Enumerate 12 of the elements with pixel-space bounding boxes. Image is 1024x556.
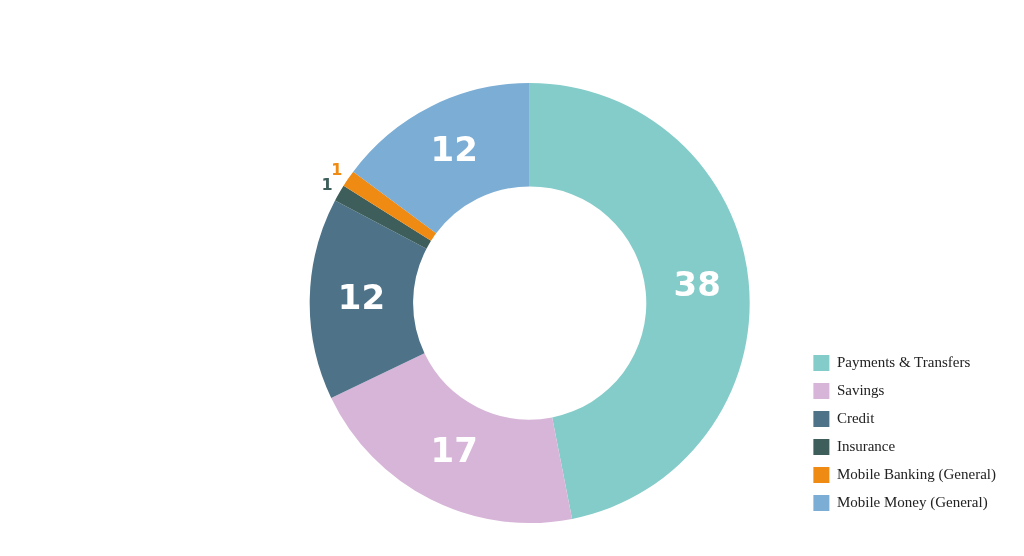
data-label: 17 xyxy=(430,430,478,471)
data-label: 12 xyxy=(337,276,386,317)
legend-label: Credit xyxy=(836,409,876,426)
data-label: 12 xyxy=(430,129,478,170)
legend-label: Mobile Banking (General) xyxy=(836,465,997,483)
legend-label: Payments & Transfers xyxy=(836,353,971,370)
data-label: 38 xyxy=(673,263,721,304)
legend-label: Mobile Money (General) xyxy=(836,493,988,511)
legend-label: Savings xyxy=(836,381,885,398)
legend-label: Insurance xyxy=(836,437,896,454)
data-label: 1 xyxy=(321,175,333,195)
data-label: 1 xyxy=(331,159,343,179)
